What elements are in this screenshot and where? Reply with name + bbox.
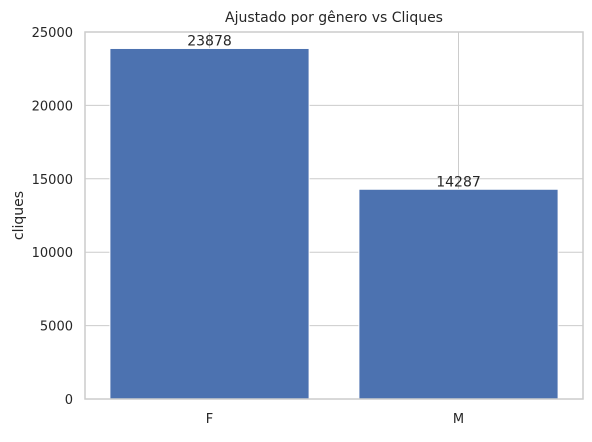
data-label: 23878 xyxy=(187,33,232,49)
bars xyxy=(109,47,559,400)
y-tick-label: 20000 xyxy=(32,99,73,114)
y-tick-label: 15000 xyxy=(32,173,73,188)
y-tick-label: 5000 xyxy=(40,320,73,335)
x-tick-label: F xyxy=(206,412,213,427)
data-labels: 23878 14287 xyxy=(187,33,481,190)
data-label: 14287 xyxy=(436,174,481,190)
y-tick-label: 0 xyxy=(65,393,73,408)
plot-frame xyxy=(84,31,584,400)
y-axis-label: cliques xyxy=(11,191,27,240)
bar-F xyxy=(109,47,310,400)
y-tick-label: 25000 xyxy=(32,26,73,41)
bar-M xyxy=(358,188,559,400)
y-tick-label: 10000 xyxy=(32,246,73,261)
x-tick-label: M xyxy=(453,412,464,427)
chart-title: Ajustado por gênero vs Cliques xyxy=(225,10,443,26)
y-tick-labels: 0 5000 10000 15000 20000 25000 xyxy=(32,26,73,408)
